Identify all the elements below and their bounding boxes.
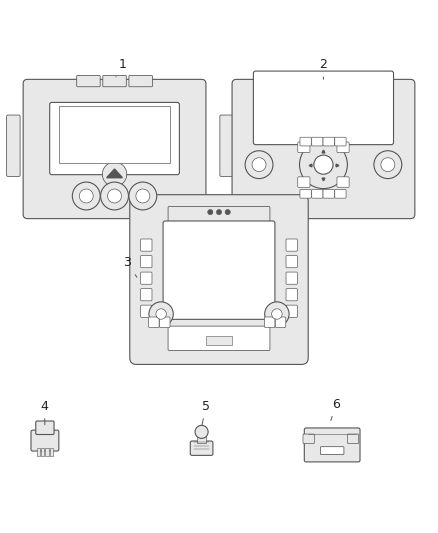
FancyBboxPatch shape (286, 288, 297, 301)
FancyBboxPatch shape (141, 305, 152, 317)
Circle shape (272, 309, 282, 319)
Circle shape (101, 182, 128, 210)
Circle shape (265, 302, 289, 326)
FancyBboxPatch shape (337, 177, 349, 187)
FancyBboxPatch shape (31, 430, 59, 451)
FancyBboxPatch shape (141, 272, 152, 284)
FancyBboxPatch shape (298, 177, 310, 187)
Circle shape (252, 158, 266, 172)
Circle shape (314, 155, 333, 174)
FancyBboxPatch shape (23, 79, 206, 219)
Circle shape (79, 189, 93, 203)
Bar (49, 448, 53, 456)
Text: 3: 3 (123, 256, 137, 277)
Circle shape (149, 302, 173, 326)
FancyBboxPatch shape (77, 76, 100, 87)
FancyBboxPatch shape (286, 255, 297, 268)
FancyBboxPatch shape (7, 115, 20, 176)
Circle shape (136, 189, 150, 203)
FancyBboxPatch shape (337, 142, 349, 152)
FancyBboxPatch shape (220, 115, 233, 176)
Bar (197, 434, 206, 443)
FancyBboxPatch shape (129, 76, 152, 87)
Bar (41, 448, 45, 456)
FancyBboxPatch shape (130, 195, 308, 365)
FancyBboxPatch shape (141, 255, 152, 268)
FancyBboxPatch shape (190, 441, 213, 455)
FancyBboxPatch shape (276, 317, 286, 327)
FancyBboxPatch shape (232, 79, 415, 219)
FancyBboxPatch shape (338, 76, 361, 87)
FancyBboxPatch shape (347, 434, 359, 443)
Text: 2: 2 (319, 59, 327, 79)
Bar (60, 106, 170, 163)
Circle shape (195, 425, 208, 439)
FancyBboxPatch shape (335, 137, 346, 146)
FancyBboxPatch shape (300, 137, 311, 146)
Circle shape (245, 151, 273, 179)
FancyBboxPatch shape (141, 288, 152, 301)
FancyBboxPatch shape (323, 137, 334, 146)
Text: 1: 1 (116, 59, 127, 77)
FancyBboxPatch shape (304, 428, 360, 462)
FancyBboxPatch shape (286, 76, 309, 87)
Circle shape (381, 158, 395, 172)
FancyBboxPatch shape (303, 434, 314, 443)
FancyBboxPatch shape (36, 421, 54, 434)
Circle shape (374, 151, 402, 179)
FancyBboxPatch shape (323, 189, 334, 198)
FancyBboxPatch shape (286, 272, 297, 284)
FancyBboxPatch shape (141, 239, 152, 251)
Circle shape (300, 141, 347, 189)
Circle shape (216, 209, 222, 215)
Circle shape (129, 182, 157, 210)
FancyBboxPatch shape (265, 317, 275, 327)
FancyBboxPatch shape (253, 71, 393, 144)
Circle shape (108, 189, 121, 203)
Bar (46, 448, 49, 456)
FancyBboxPatch shape (148, 317, 159, 327)
FancyBboxPatch shape (103, 76, 126, 87)
Bar (37, 448, 40, 456)
Polygon shape (107, 169, 122, 177)
FancyBboxPatch shape (312, 76, 335, 87)
FancyBboxPatch shape (300, 189, 311, 198)
FancyBboxPatch shape (49, 102, 180, 175)
FancyBboxPatch shape (298, 142, 310, 152)
FancyBboxPatch shape (286, 239, 297, 251)
FancyBboxPatch shape (335, 189, 346, 198)
FancyBboxPatch shape (168, 206, 270, 222)
Bar (206, 336, 232, 345)
Circle shape (102, 162, 127, 187)
FancyBboxPatch shape (159, 317, 170, 327)
Text: 5: 5 (201, 400, 210, 425)
FancyBboxPatch shape (312, 189, 323, 198)
FancyBboxPatch shape (168, 326, 270, 351)
Circle shape (225, 209, 230, 215)
Text: 4: 4 (41, 400, 49, 425)
Text: 6: 6 (331, 398, 340, 421)
FancyBboxPatch shape (321, 447, 344, 455)
Circle shape (156, 309, 166, 319)
Circle shape (72, 182, 100, 210)
Circle shape (208, 209, 213, 215)
FancyBboxPatch shape (163, 221, 275, 319)
FancyBboxPatch shape (312, 137, 323, 146)
FancyBboxPatch shape (286, 305, 297, 317)
